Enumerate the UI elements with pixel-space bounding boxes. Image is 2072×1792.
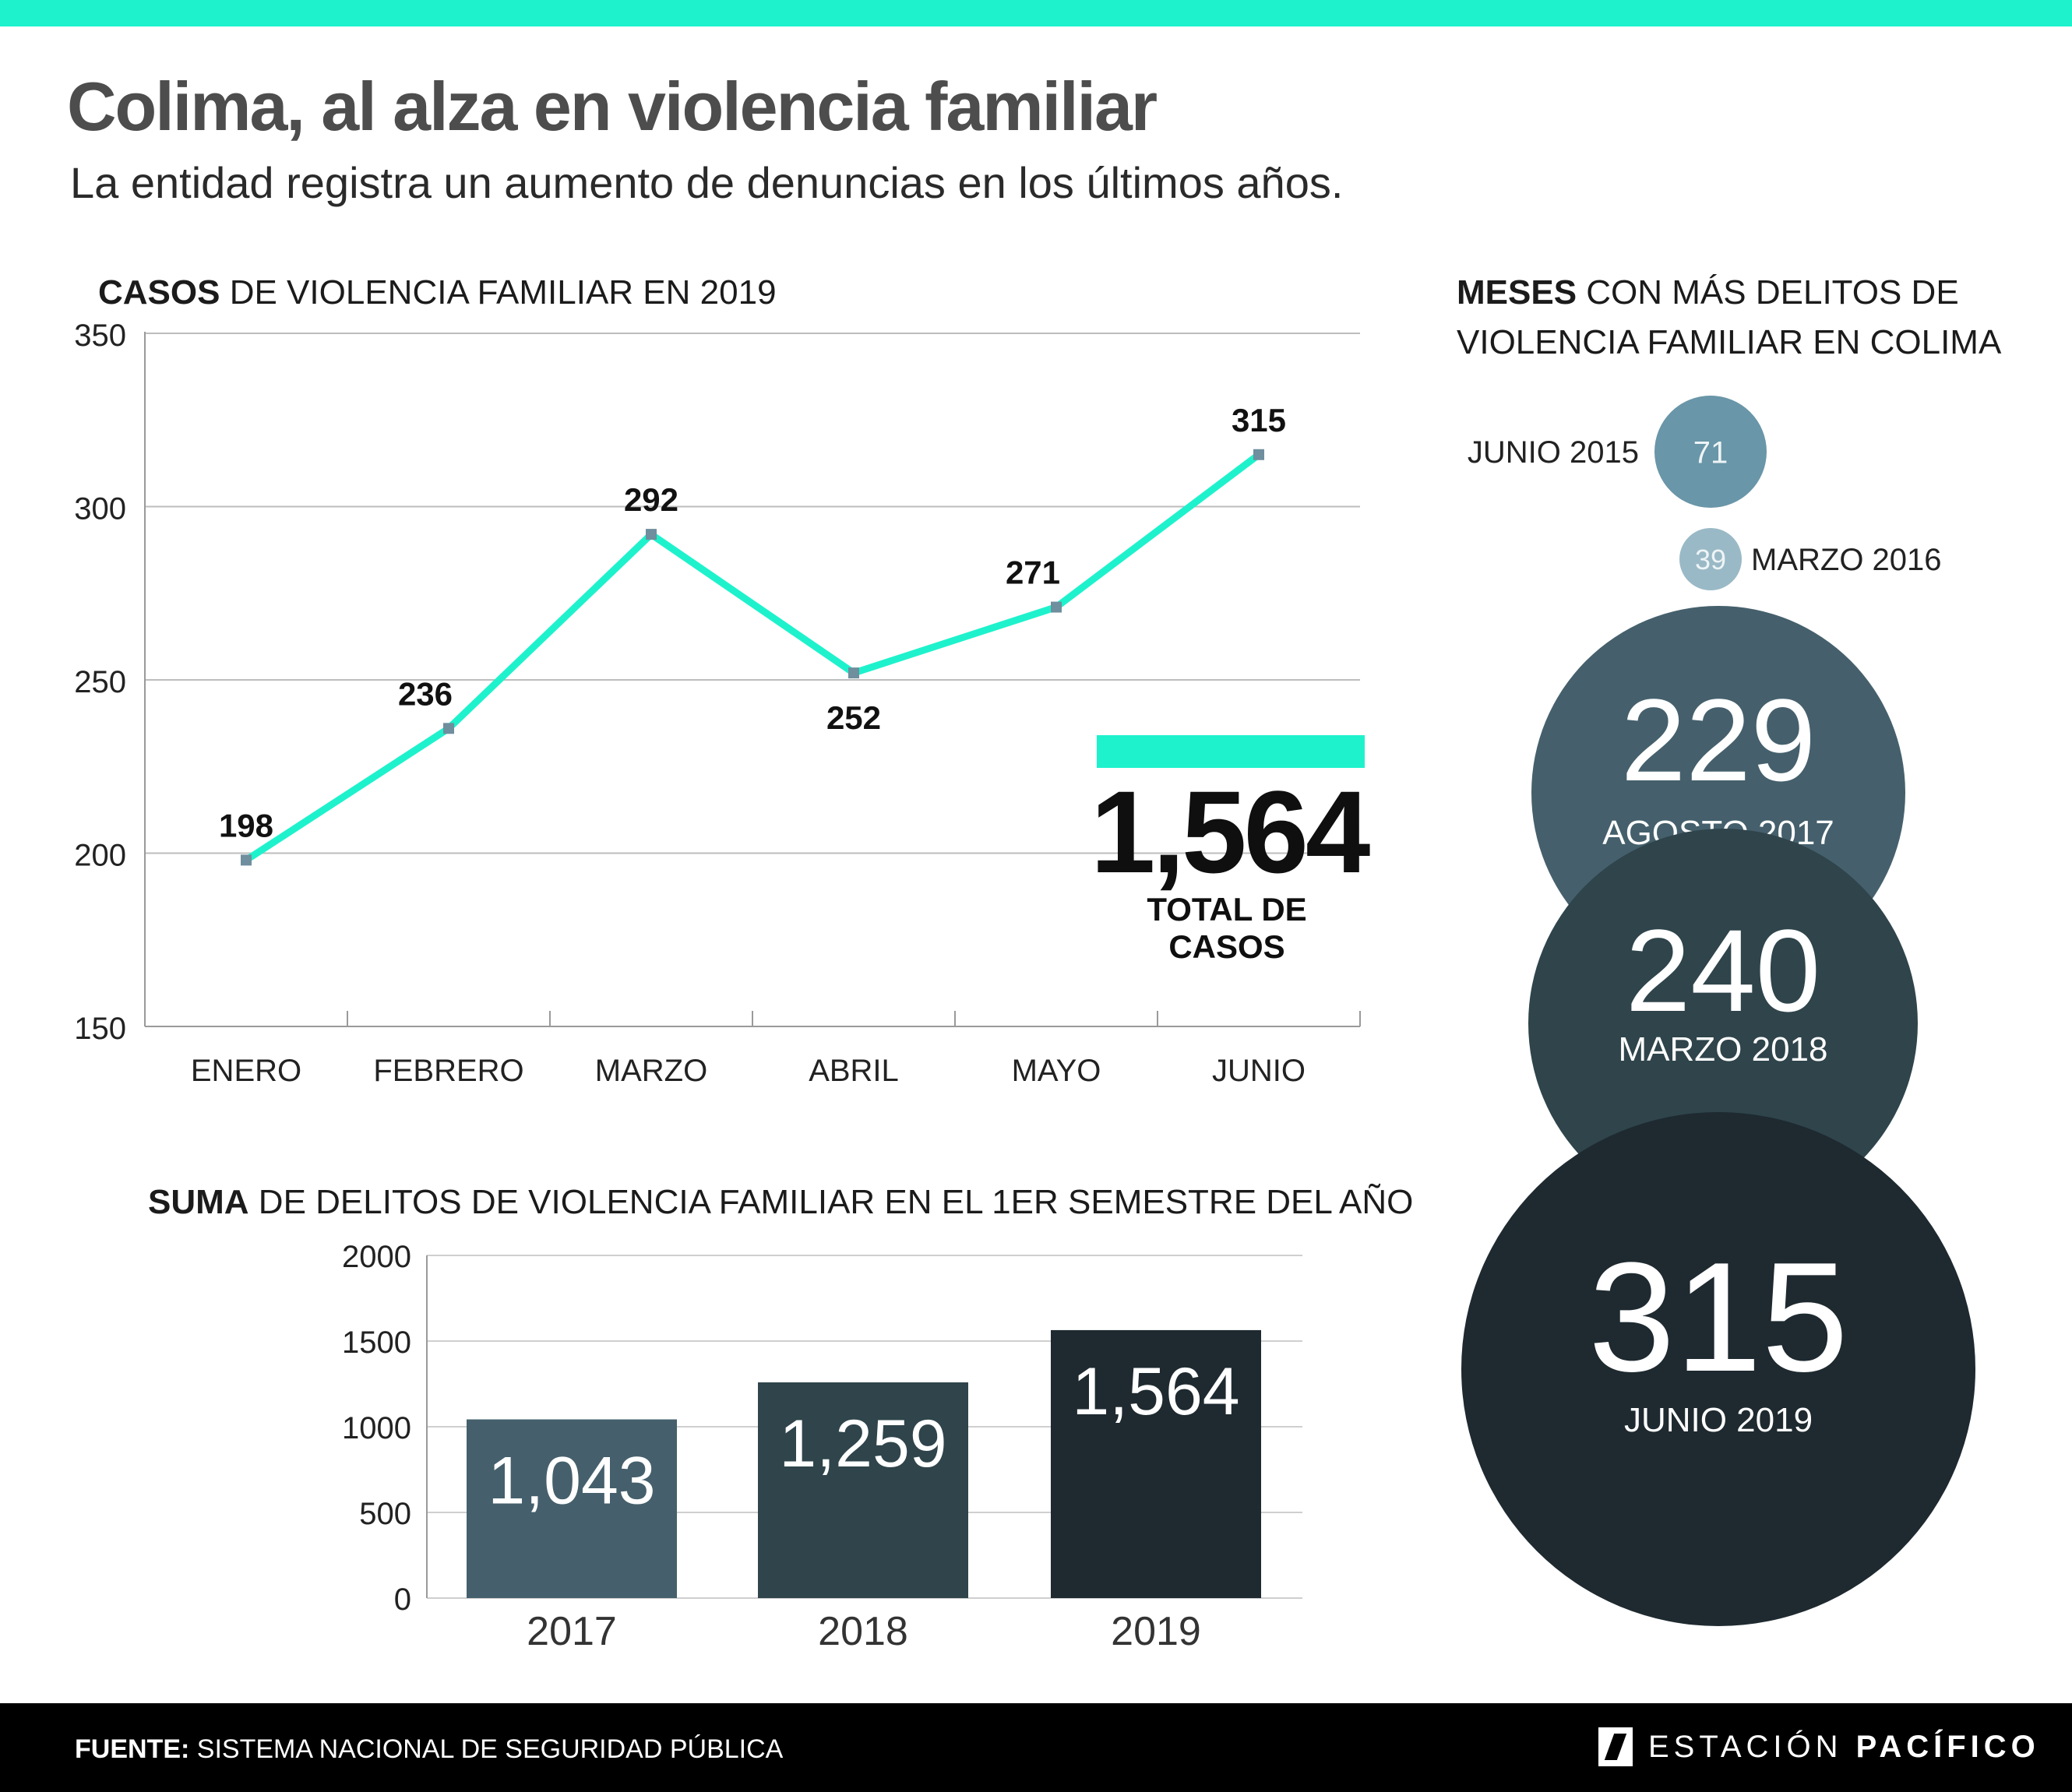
line-chart-y-tick-label: 150 bbox=[74, 1012, 126, 1046]
bar-chart-y-tick-label: 1000 bbox=[342, 1411, 411, 1445]
bar-chart-y-tick-label: 0 bbox=[394, 1583, 411, 1617]
top-accent-bar bbox=[0, 0, 2072, 26]
bubble-chart-title-line2: VIOLENCIA FAMILIAR EN COLIMA bbox=[1457, 322, 2002, 361]
line-chart-y-tick-label: 350 bbox=[74, 319, 126, 353]
bubble-chart-circle bbox=[1654, 396, 1767, 508]
logo-text-bold: PACÍFICO bbox=[1855, 1729, 2040, 1764]
footer: FUENTE: SISTEMA NACIONAL DE SEGURIDAD PÚ… bbox=[0, 1703, 2072, 1792]
bar-chart-title-bold: SUMA bbox=[148, 1183, 249, 1221]
bubble-chart-value: 240 bbox=[1626, 905, 1820, 1036]
bubble-chart-label: JUNIO 2015 bbox=[1468, 435, 1639, 470]
brand-logo: ESTACIÓN PACÍFICO bbox=[1598, 1723, 2040, 1770]
bar-chart-x-tick-label: 2019 bbox=[1111, 1609, 1201, 1654]
source-text: SISTEMA NACIONAL DE SEGURIDAD PÚBLICA bbox=[189, 1734, 784, 1764]
bar-chart-title-rest: DE DELITOS DE VIOLENCIA FAMILIAR EN EL 1… bbox=[248, 1183, 1414, 1221]
line-chart-point bbox=[1253, 449, 1264, 460]
line-chart-point bbox=[848, 667, 859, 679]
line-chart-title-rest: DE VIOLENCIA FAMILIAR EN 2019 bbox=[220, 273, 777, 312]
page-subtitle: La entidad registra un aumento de denunc… bbox=[70, 158, 1344, 207]
source-label: FUENTE: bbox=[75, 1734, 190, 1764]
bar-chart-data-label: 1,259 bbox=[779, 1406, 946, 1481]
logo-text-light: ESTACIÓN bbox=[1648, 1729, 1856, 1764]
page-title: Colima, al alza en violencia familiar bbox=[67, 68, 1158, 145]
line-chart-point bbox=[646, 529, 657, 540]
bar-chart-title: SUMA DE DELITOS DE VIOLENCIA FAMILIAR EN… bbox=[148, 1178, 1413, 1227]
line-chart-point bbox=[443, 723, 454, 734]
line-chart-x-tick-label: ABRIL bbox=[809, 1054, 899, 1088]
bubble-chart-circle bbox=[1679, 528, 1742, 590]
line-chart-x-tick-label: ENERO bbox=[191, 1054, 301, 1088]
line-chart-y-tick-label: 300 bbox=[74, 492, 126, 526]
bar-chart-y-tick-label: 500 bbox=[359, 1497, 411, 1531]
bubble-chart-value: 71 bbox=[1693, 435, 1728, 470]
line-chart-y-tick-label: 250 bbox=[74, 665, 126, 699]
source-note: FUENTE: SISTEMA NACIONAL DE SEGURIDAD PÚ… bbox=[75, 1734, 783, 1765]
line-chart-data-label: 252 bbox=[826, 699, 881, 736]
line-chart-data-label: 271 bbox=[1006, 554, 1060, 591]
bar-chart-bar bbox=[758, 1382, 968, 1598]
bar-chart-bar bbox=[1051, 1329, 1261, 1598]
bubble-chart-title: MESES CON MÁS DELITOS DE VIOLENCIA FAMILI… bbox=[1457, 268, 2001, 368]
bubble-chart-label: MARZO 2018 bbox=[1619, 1030, 1828, 1069]
bubble-chart-title-rest: CON MÁS DELITOS DE bbox=[1577, 273, 1959, 312]
total-label: TOTAL DE CASOS bbox=[1147, 891, 1307, 965]
bar-chart-data-label: 1,043 bbox=[488, 1444, 655, 1519]
line-chart-title: CASOS DE VIOLENCIA FAMILIAR EN 2019 bbox=[98, 268, 777, 318]
bar-chart-y-tick-label: 2000 bbox=[342, 1240, 411, 1274]
line-chart-point bbox=[1051, 601, 1062, 613]
line-chart-data-label: 236 bbox=[398, 675, 453, 712]
logo-wordmark: ESTACIÓN PACÍFICO bbox=[1648, 1730, 2040, 1765]
line-chart-x-tick-label: JUNIO bbox=[1212, 1054, 1306, 1088]
line-chart-data-label: 292 bbox=[624, 481, 678, 518]
line-chart-x-tick-label: MAYO bbox=[1012, 1054, 1101, 1088]
line-chart-point bbox=[241, 854, 252, 866]
bar-chart-data-label: 1,564 bbox=[1072, 1354, 1239, 1429]
line-chart-title-bold: CASOS bbox=[98, 273, 220, 312]
total-value: 1,564 bbox=[1091, 766, 1370, 897]
bar-chart-y-tick-label: 1500 bbox=[342, 1326, 411, 1360]
line-chart-x-tick-label: FEBRERO bbox=[373, 1054, 523, 1088]
bubble-chart-value: 315 bbox=[1588, 1230, 1848, 1404]
bar-chart-x-tick-label: 2018 bbox=[818, 1609, 908, 1654]
bubble-chart-label: JUNIO 2019 bbox=[1624, 1401, 1813, 1439]
line-chart-y-tick-label: 200 bbox=[74, 839, 126, 873]
bubble-chart-circle bbox=[1461, 1112, 1975, 1626]
total-accent-bar bbox=[1097, 735, 1365, 768]
bubble-chart-circle bbox=[1528, 829, 1918, 1218]
bubble-chart-value: 39 bbox=[1695, 544, 1726, 576]
logo-mark-icon bbox=[1598, 1727, 1633, 1766]
bar-chart-bar bbox=[467, 1419, 677, 1598]
bubble-chart-label: MARZO 2016 bbox=[1751, 543, 1942, 577]
bubble-chart-value: 229 bbox=[1621, 674, 1816, 805]
bubble-chart-title-bold: MESES bbox=[1457, 273, 1577, 312]
line-chart-data-label: 315 bbox=[1232, 402, 1286, 438]
line-chart-data-label: 198 bbox=[219, 807, 273, 843]
line-chart-series-line bbox=[244, 452, 1261, 864]
bar-chart-x-tick-label: 2017 bbox=[527, 1609, 617, 1654]
line-chart-x-tick-label: MARZO bbox=[595, 1054, 707, 1088]
